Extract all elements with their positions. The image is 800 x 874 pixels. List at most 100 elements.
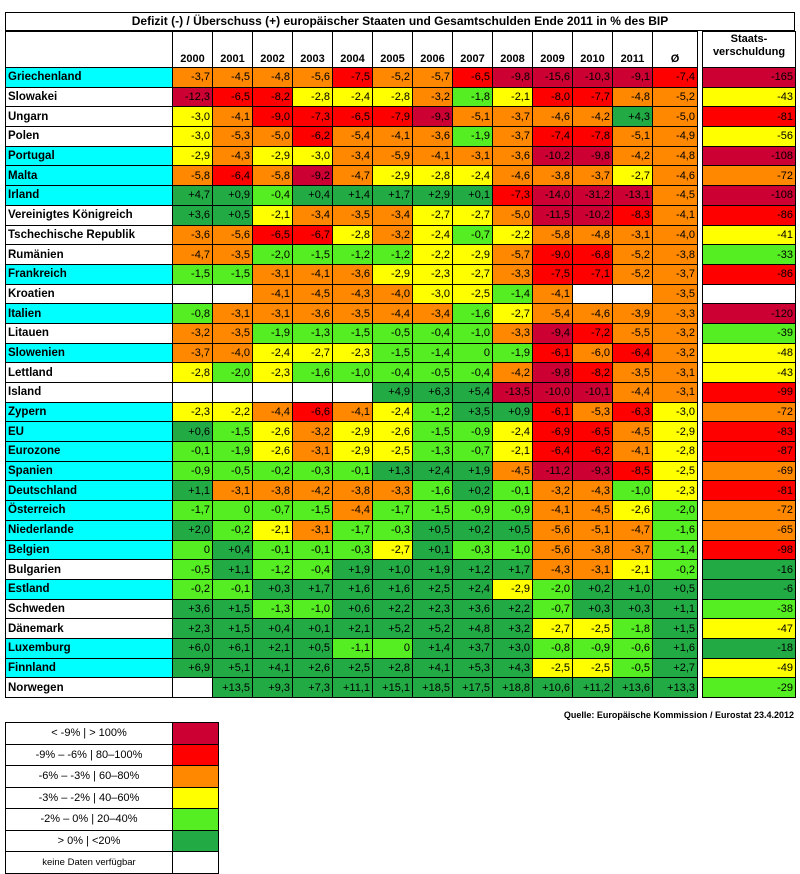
deficit-cell: -4,8: [252, 67, 293, 88]
deficit-cell: -4,1: [532, 500, 573, 521]
deficit-cell: -2,4: [452, 165, 493, 187]
deficit-cell: +2,9: [412, 185, 453, 206]
deficit-cell: +2,2: [372, 598, 413, 620]
deficit-cell: -4,0: [212, 342, 253, 364]
deficit-cell: +6,1: [212, 637, 253, 659]
deficit-cell: +1,1: [212, 559, 253, 580]
column-gap: [697, 461, 703, 481]
deficit-cell: -0,5: [172, 559, 213, 580]
deficit-cell: -2,7: [532, 618, 573, 639]
deficit-cell: -1,3: [412, 441, 453, 462]
deficit-cell: +1,0: [612, 578, 653, 600]
debt-cell: -72: [702, 165, 796, 187]
deficit-cell: -3,6: [492, 145, 533, 167]
deficit-cell: -3,1: [612, 224, 653, 246]
deficit-cell: -4,0: [652, 224, 698, 246]
deficit-cell: -3,7: [612, 539, 653, 561]
year-header: 2011: [612, 31, 653, 68]
deficit-cell: -1,7: [372, 500, 413, 521]
deficit-cell: -5,6: [212, 224, 253, 246]
deficit-cell: -4,5: [612, 421, 653, 443]
deficit-cell: -0,3: [292, 460, 333, 482]
deficit-cell: [172, 382, 213, 403]
deficit-cell: -5,2: [612, 244, 653, 265]
country-name: Vereinigtes Königreich: [5, 204, 173, 226]
table-row: Eurozone -0,1 -1,9 -2,6 -3,1 -2,9 -2,5 -1,3 -0,7…: [5, 441, 796, 462]
deficit-cell: -4,2: [572, 106, 613, 128]
table-row: Belgien 0 +0,4 -0,1 -0,1 -0,3 -2,7 +0,1 -0,3 -1,0…: [5, 539, 796, 561]
deficit-cell: -1,3: [252, 598, 293, 620]
deficit-cell: [172, 283, 213, 305]
deficit-cell: -2,6: [372, 421, 413, 443]
deficit-cell: [572, 283, 613, 305]
deficit-cell: -3,6: [412, 126, 453, 147]
deficit-cell: -1,4: [412, 342, 453, 364]
column-gap: [697, 559, 703, 580]
deficit-cell: -0,1: [172, 441, 213, 462]
deficit-cell: [212, 382, 253, 403]
legend-swatch: [172, 851, 219, 874]
deficit-cell: +0,1: [452, 185, 493, 206]
debt-cell: -43: [702, 362, 796, 383]
deficit-cell: -1,5: [292, 244, 333, 265]
deficit-cell: -5,6: [292, 67, 333, 88]
deficit-cell: -2,6: [252, 441, 293, 462]
deficit-cell: +18,8: [492, 677, 533, 698]
deficit-cell: +0,2: [572, 578, 613, 600]
deficit-cell: 0: [172, 539, 213, 561]
deficit-cell: -6,5: [212, 86, 253, 108]
deficit-cell: -2,7: [452, 204, 493, 226]
deficit-cell: +1,9: [452, 460, 493, 482]
deficit-cell: -3,5: [612, 362, 653, 383]
deficit-cell: -3,1: [292, 441, 333, 462]
deficit-cell: -2,2: [412, 244, 453, 265]
deficit-cell: -2,5: [532, 657, 573, 679]
deficit-cell: -6,5: [252, 224, 293, 246]
deficit-cell: +9,3: [252, 677, 293, 698]
deficit-cell: -6,2: [572, 441, 613, 462]
deficit-cell: +2,3: [412, 598, 453, 620]
deficit-cell: +2,1: [332, 618, 373, 639]
country-name: Norwegen: [5, 677, 173, 698]
deficit-cell: -6,5: [332, 106, 373, 128]
table-row: Frankreich -1,5 -1,5 -3,1 -4,1 -3,6 -2,9 -2,3 -2…: [5, 263, 796, 285]
deficit-cell: +1,6: [372, 578, 413, 600]
deficit-cell: -1,9: [252, 322, 293, 344]
legend-label: > 0% | <20%: [5, 829, 173, 852]
debt-cell: -16: [702, 559, 796, 580]
debt-cell: -69: [702, 460, 796, 482]
deficit-cell: +2,4: [412, 460, 453, 482]
deficit-cell: -2,4: [372, 401, 413, 423]
deficit-cell: -5,6: [532, 519, 573, 541]
year-header: 2009: [532, 31, 573, 68]
deficit-cell: -1,0: [292, 598, 333, 620]
deficit-cell: -3,7: [172, 67, 213, 88]
deficit-cell: +3,2: [492, 618, 533, 639]
deficit-cell: -4,8: [612, 86, 653, 108]
deficit-cell: +0,4: [252, 618, 293, 639]
column-gap: [697, 677, 703, 698]
deficit-cell: [612, 283, 653, 305]
country-name: Slowakei: [5, 86, 173, 108]
deficit-cell: -4,6: [492, 165, 533, 187]
source-note: Quelle: Europäische Kommission / Eurosta…: [563, 710, 794, 720]
deficit-cell: -2,9: [372, 165, 413, 187]
deficit-cell: -10,0: [532, 382, 573, 403]
deficit-cell: -8,2: [252, 86, 293, 108]
year-header: 2004: [332, 31, 373, 68]
deficit-cell: -0,9: [452, 421, 493, 443]
deficit-cell: -0,2: [212, 519, 253, 541]
deficit-cell: -7,3: [292, 106, 333, 128]
deficit-cell: -4,5: [212, 67, 253, 88]
deficit-cell: -1,5: [172, 263, 213, 285]
deficit-cell: -6,4: [212, 165, 253, 187]
deficit-cell: -3,5: [332, 204, 373, 226]
column-gap: [697, 225, 703, 245]
deficit-cell: -2,9: [332, 441, 373, 462]
deficit-cell: +1,4: [412, 637, 453, 659]
deficit-cell: -1,7: [332, 519, 373, 541]
deficit-cell: +0,5: [492, 519, 533, 541]
deficit-cell: -1,2: [412, 401, 453, 423]
deficit-cell: -4,3: [212, 145, 253, 167]
column-gap: [697, 185, 703, 206]
